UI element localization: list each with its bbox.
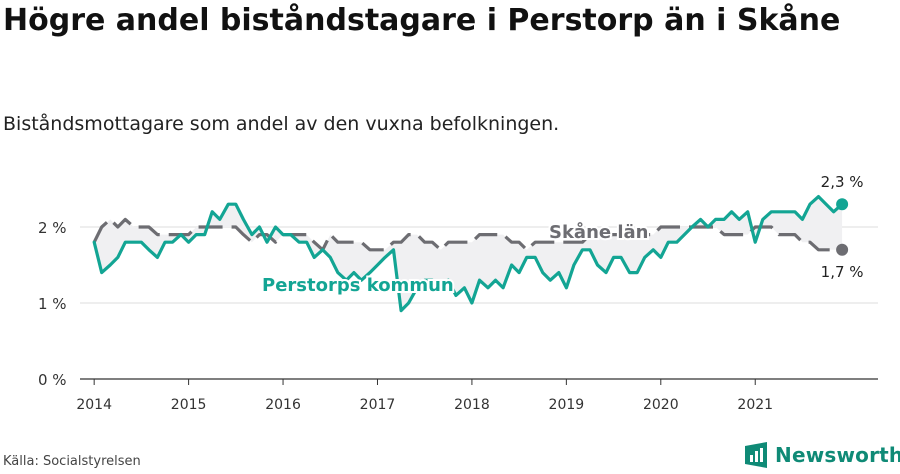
end-point-perstorp	[836, 198, 849, 211]
series-lines	[92, 195, 849, 313]
x-tick-label: 2016	[265, 397, 301, 413]
brand-name: Newsworthy	[775, 443, 900, 467]
brand-logo: Newsworthy	[745, 440, 900, 470]
series-line-skane	[92, 217, 843, 252]
y-tick-label: 2 %	[38, 219, 67, 237]
x-tick-label: 2014	[76, 397, 112, 413]
series-line-perstorp	[92, 195, 844, 313]
axes: 0 % 1 % 2 % 2014 2015 2016 2017 2018 2019 2020 202…	[38, 219, 878, 413]
y-tick-label: 0 %	[38, 371, 67, 389]
series-label-skane: Skåne län	[549, 221, 649, 243]
y-tick-label: 1 %	[38, 295, 67, 313]
x-tick-label: 2015	[171, 397, 207, 413]
x-tick-label: 2018	[454, 397, 490, 413]
annotations: 2,3 % 1,7 % Skåne län Perstorps kommun	[260, 173, 864, 298]
end-label-skane: 1,7 %	[821, 263, 864, 281]
page-subtitle: Biståndsmottagare som andel av den vuxna…	[3, 113, 560, 135]
newsworthy-logo-icon	[745, 442, 767, 468]
x-tick-label: 2021	[737, 397, 773, 413]
x-tick-label: 2019	[549, 397, 585, 413]
end-point-skane	[836, 243, 849, 256]
end-label-perstorp: 2,3 %	[821, 173, 864, 191]
difference-area	[94, 196, 843, 311]
page-title: Högre andel biståndstagare i Perstorp än…	[3, 3, 841, 38]
difference-fill	[94, 196, 843, 311]
source-note: Källa: Socialstyrelsen	[3, 454, 141, 469]
x-tick-label: 2020	[643, 397, 679, 413]
x-tick-label: 2017	[360, 397, 396, 413]
series-label-perstorp: Perstorps kommun	[262, 275, 454, 296]
